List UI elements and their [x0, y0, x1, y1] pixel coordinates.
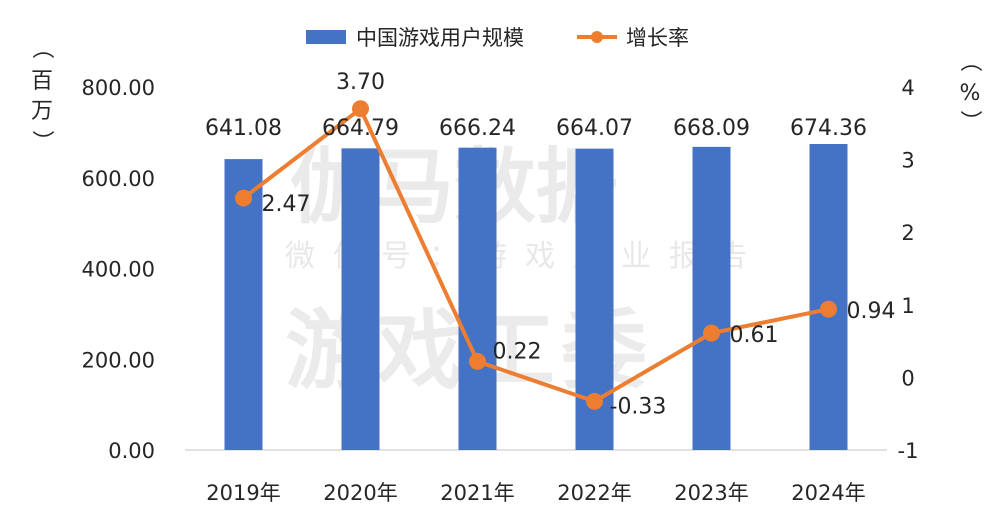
x-tick-label: 2023年 [674, 481, 748, 505]
growth-value-label: 0.61 [730, 323, 779, 348]
bar-value-label: 674.36 [790, 116, 867, 141]
bar-value-label: 641.08 [205, 116, 282, 141]
legend-label-bar: 中国游戏用户规模 [356, 26, 524, 50]
y-left-tick-label: 800.00 [82, 76, 155, 100]
y-right-tick-label: -1 [898, 439, 919, 463]
legend-swatch-bar [306, 30, 346, 44]
y-left-unit-char: ） [29, 130, 54, 152]
axes: 0.00 200.00 400.00 600.00 800.00 -1 0 1 2 3 4 2019年… [82, 76, 919, 505]
y-left-tick-label: 600.00 [82, 167, 155, 191]
bar-value-label: 666.24 [439, 116, 516, 141]
x-tick-label: 2020年 [323, 481, 397, 505]
y-right-unit-char: （ [957, 50, 982, 72]
x-tick-label: 2019年 [206, 481, 280, 505]
y-right-unit-char: % [960, 81, 981, 106]
bar-value-label: 668.09 [673, 116, 750, 141]
y-left-unit-char: 万 [31, 99, 53, 124]
growth-value-label: 0.22 [493, 339, 542, 364]
bar-value-label: 664.07 [556, 116, 633, 141]
y-left-tick-label: 200.00 [82, 348, 155, 372]
y-right-tick-label: 0 [901, 366, 914, 390]
growth-point [469, 352, 486, 370]
data-labels: 641.08 664.79 666.24 664.07 668.09 674.36 2.47… [205, 70, 895, 420]
bar [341, 148, 380, 450]
growth-point [352, 100, 369, 118]
bar [692, 146, 731, 450]
y-right-tick-label: 1 [901, 294, 914, 318]
growth-polyline [242, 106, 829, 404]
y-right-tick-label: 4 [901, 76, 914, 100]
growth-point [586, 392, 603, 410]
growth-value-label: 0.94 [847, 299, 896, 324]
legend-swatch-marker [591, 31, 603, 43]
watermark-line1: 伽马数据 [290, 140, 618, 235]
bar [224, 159, 263, 450]
y-left-unit-char: 百 [31, 69, 53, 94]
growth-point [703, 324, 720, 342]
y-left-tick-label: 400.00 [82, 258, 155, 282]
legend: 中国游戏用户规模 增长率 [306, 26, 689, 50]
right-axis-unit: （% ） [957, 50, 982, 132]
y-left-unit-char: （ [29, 37, 54, 59]
growth-value-label: -0.33 [610, 394, 667, 419]
legend-label-line: 增长率 [626, 26, 689, 50]
x-tick-label: 2021年 [440, 481, 514, 505]
left-axis-unit: （ 百万 ） [29, 37, 54, 152]
growth-point [820, 300, 837, 318]
bar [809, 144, 848, 450]
growth-value-label: 3.70 [336, 70, 385, 95]
growth-point [235, 189, 252, 207]
y-left-tick-label: 0.00 [108, 439, 155, 463]
y-right-tick-label: 3 [901, 149, 914, 173]
bar-value-label: 664.79 [322, 116, 399, 141]
x-tick-label: 2024年 [791, 481, 865, 505]
growth-line [235, 100, 837, 410]
x-tick-label: 2022年 [557, 481, 631, 505]
y-right-tick-label: 2 [901, 221, 914, 245]
bar [458, 147, 497, 450]
y-right-unit-char: ） [957, 110, 982, 132]
growth-value-label: 2.47 [262, 192, 311, 217]
